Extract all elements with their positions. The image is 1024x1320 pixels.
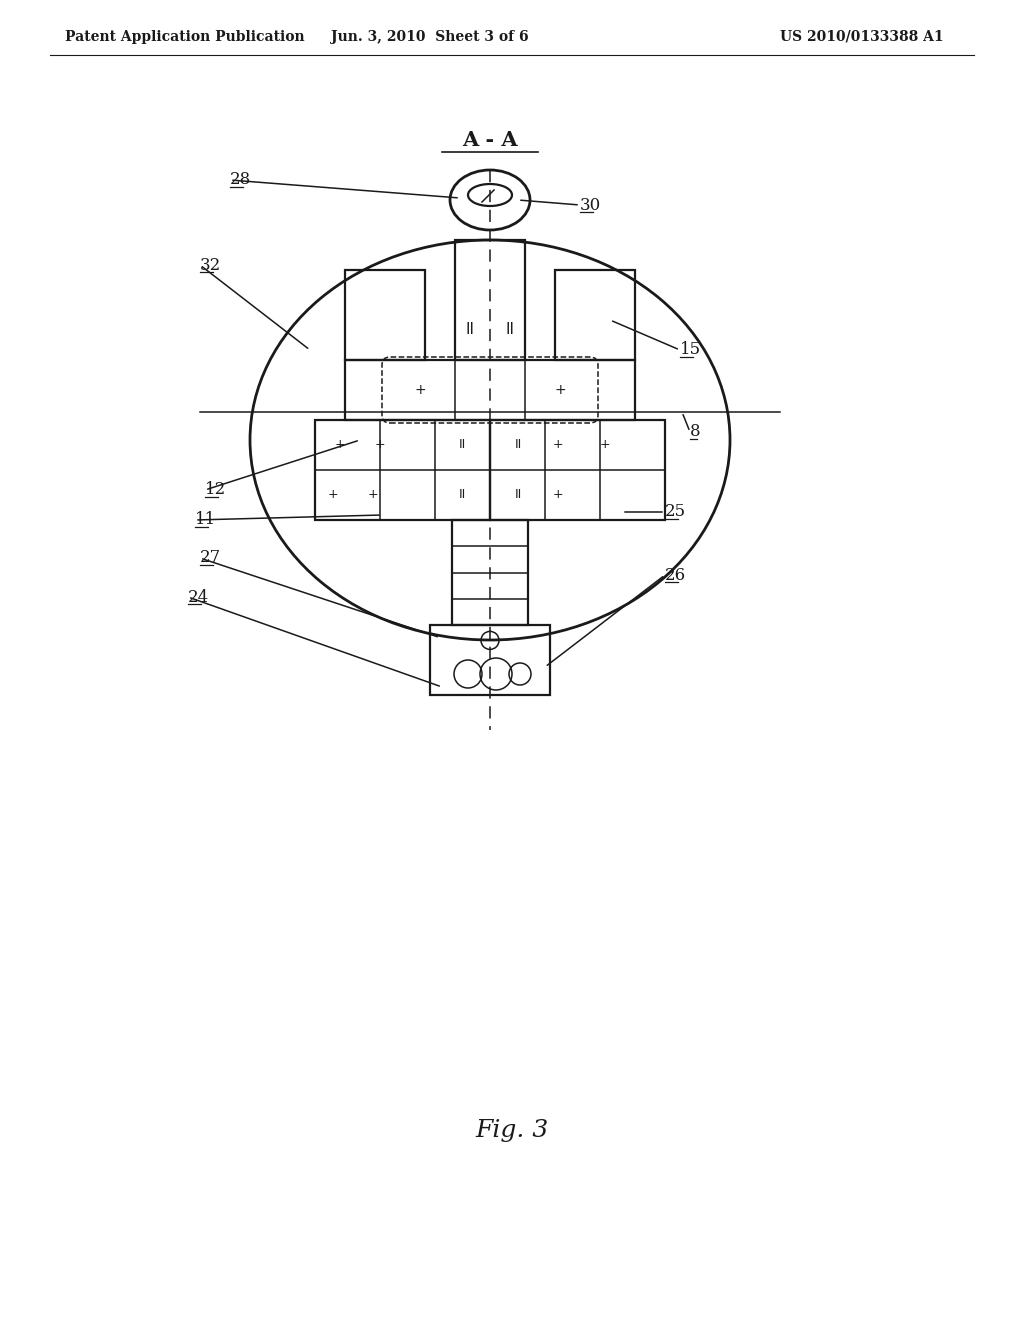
- Text: 26: 26: [665, 566, 686, 583]
- Text: +: +: [553, 488, 563, 502]
- Text: Patent Application Publication: Patent Application Publication: [65, 30, 304, 44]
- Text: II: II: [459, 438, 466, 451]
- Bar: [345, 360, 635, 420]
- Text: II: II: [466, 322, 474, 338]
- Ellipse shape: [468, 183, 512, 206]
- Text: 25: 25: [665, 503, 686, 520]
- Text: +: +: [554, 383, 566, 397]
- Text: +: +: [414, 383, 426, 397]
- Text: II: II: [514, 438, 521, 451]
- Bar: [455, 240, 525, 360]
- Text: 11: 11: [195, 511, 216, 528]
- Text: A - A: A - A: [462, 129, 518, 150]
- Text: 32: 32: [200, 256, 221, 273]
- Text: +: +: [600, 438, 610, 451]
- Text: 27: 27: [200, 549, 221, 566]
- Text: +: +: [368, 488, 378, 502]
- Bar: [315, 420, 490, 520]
- Text: II: II: [514, 488, 521, 502]
- Text: II: II: [459, 488, 466, 502]
- Text: 12: 12: [205, 482, 226, 499]
- Text: +: +: [335, 438, 345, 451]
- Text: US 2010/0133388 A1: US 2010/0133388 A1: [780, 30, 944, 44]
- Text: 8: 8: [690, 424, 700, 441]
- Bar: [345, 271, 425, 360]
- Text: 15: 15: [680, 342, 701, 359]
- Text: 24: 24: [188, 589, 209, 606]
- Bar: [555, 271, 635, 360]
- Text: Fig. 3: Fig. 3: [475, 1118, 549, 1142]
- Bar: [430, 624, 550, 696]
- Text: +: +: [553, 438, 563, 451]
- Text: Jun. 3, 2010  Sheet 3 of 6: Jun. 3, 2010 Sheet 3 of 6: [331, 30, 528, 44]
- Text: 28: 28: [230, 172, 251, 189]
- Text: II: II: [506, 322, 514, 338]
- Text: +: +: [375, 438, 385, 451]
- Text: +: +: [328, 488, 338, 502]
- Bar: [452, 520, 528, 624]
- Text: 30: 30: [580, 197, 601, 214]
- Bar: [490, 420, 665, 520]
